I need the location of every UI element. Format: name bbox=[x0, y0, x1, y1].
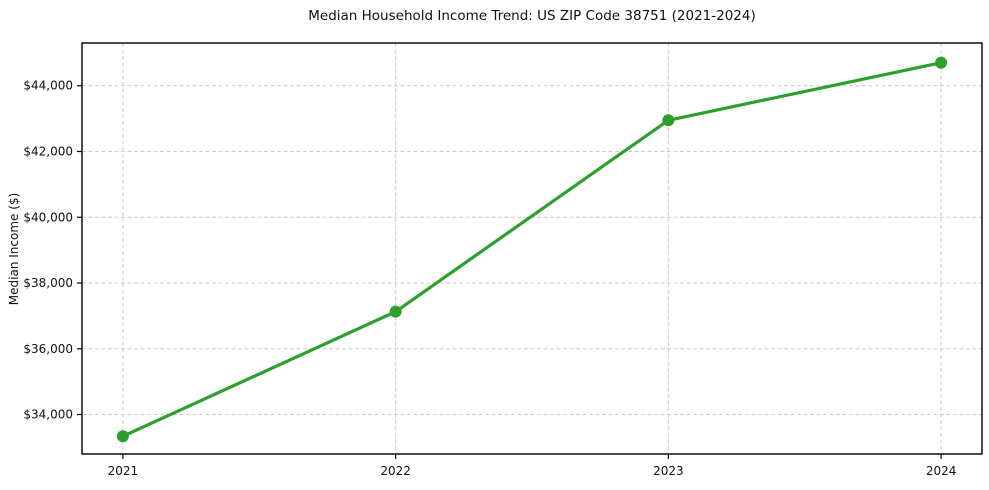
y-tick-label: $42,000 bbox=[23, 145, 73, 159]
y-tick-label: $36,000 bbox=[23, 342, 73, 356]
y-axis-label: Median Income ($) bbox=[7, 192, 21, 306]
x-tick-label: 2021 bbox=[108, 464, 139, 478]
data-point-2024 bbox=[935, 56, 948, 69]
chart-title: Median Household Income Trend: US ZIP Co… bbox=[308, 8, 756, 24]
x-tick-label: 2023 bbox=[653, 464, 684, 478]
y-tick-label: $44,000 bbox=[23, 79, 73, 93]
y-tick-label: $34,000 bbox=[23, 408, 73, 422]
data-point-2021 bbox=[116, 430, 129, 443]
y-tick-label: $38,000 bbox=[23, 276, 73, 290]
data-point-2023 bbox=[662, 114, 675, 127]
y-tick-label: $40,000 bbox=[23, 210, 73, 224]
trend-line bbox=[121, 61, 943, 438]
data-point-2022 bbox=[389, 305, 402, 318]
x-tick-label: 2024 bbox=[926, 464, 957, 478]
plot-border bbox=[81, 42, 983, 455]
x-tick-label: 2022 bbox=[380, 464, 411, 478]
